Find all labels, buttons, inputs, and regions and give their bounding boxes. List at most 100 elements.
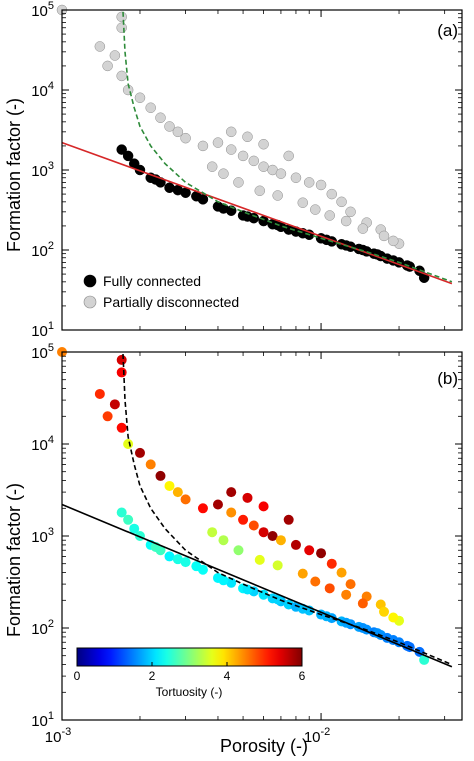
colorbar-tick-label-3: 6 — [299, 669, 306, 683]
data-point-1-31 — [225, 126, 237, 138]
y-tick-label-3: 104 — [31, 80, 54, 100]
legend-marker-partially-disconnected — [83, 295, 97, 309]
data-point-0-32 — [242, 492, 253, 503]
legend-marker-fully-connected — [83, 274, 97, 288]
data-point-0-4 — [109, 399, 120, 410]
data-point-1-2 — [116, 22, 127, 33]
panel-a-ylabel: Formation factor (-) — [4, 98, 24, 252]
data-point-1-45 — [378, 230, 390, 242]
data-point-1-3 — [94, 41, 106, 52]
data-point-0-18 — [248, 520, 259, 531]
data-point-0-2 — [116, 367, 127, 378]
data-point-1-26 — [336, 196, 347, 208]
data-point-1-16 — [225, 144, 237, 155]
data-point-0-45 — [379, 606, 390, 617]
data-point-1-38 — [254, 185, 266, 197]
data-point-1-35 — [206, 161, 218, 172]
y-tick-label-1: 102 — [31, 240, 54, 260]
data-point-0-43 — [341, 589, 352, 600]
data-point-1-8 — [134, 92, 146, 104]
data-point-0-25 — [326, 558, 337, 569]
data-point-0-44 — [357, 598, 368, 609]
data-point-1-1 — [116, 11, 127, 23]
y-tick-label-0: 101 — [31, 710, 54, 730]
data-point-0-34 — [283, 514, 294, 525]
data-point-0-43 — [172, 184, 184, 196]
data-point-1-24 — [315, 179, 327, 191]
y-tick-label-2: 103 — [31, 160, 54, 180]
data-point-1-21 — [275, 168, 287, 179]
data-point-0-14 — [197, 503, 208, 514]
data-point-1-12 — [172, 126, 184, 138]
data-point-0-10 — [155, 470, 166, 481]
panel-a-data — [56, 4, 453, 285]
data-point-1-43 — [340, 215, 352, 227]
data-point-0-36 — [218, 535, 229, 546]
data-point-0-20 — [267, 531, 278, 541]
panel-a-legend: Fully connected Partially disconnected — [83, 273, 239, 310]
data-point-0-39 — [272, 560, 283, 571]
data-point-1-34 — [283, 150, 294, 162]
data-point-1-5 — [102, 60, 113, 72]
data-point-1-41 — [310, 204, 321, 215]
data-point-0-31 — [226, 487, 237, 498]
data-point-0-7 — [123, 439, 134, 449]
colorbar-label: Tortuosity (-) — [156, 685, 223, 699]
data-point-0-23 — [304, 545, 315, 556]
panel-b-data — [57, 347, 453, 668]
data-point-0-80 — [242, 584, 253, 595]
data-point-0-54 — [180, 557, 191, 568]
data-point-0-81 — [272, 594, 283, 605]
data-point-1-22 — [290, 172, 302, 184]
data-point-0-40 — [297, 568, 308, 579]
legend-label-partially-disconnected: Partially disconnected — [103, 294, 239, 310]
colorbar-bar — [76, 647, 303, 667]
data-point-1-10 — [155, 112, 166, 123]
data-point-1-39 — [272, 190, 283, 201]
data-point-0-1 — [122, 150, 134, 162]
data-point-0-13 — [180, 494, 191, 505]
y-tick-label-4: 105 — [31, 0, 54, 20]
data-point-0-27 — [345, 579, 356, 590]
x-tick-label-0: 10-3 — [45, 726, 71, 746]
panel-b-label: (b) — [437, 369, 458, 388]
data-point-0-57 — [226, 577, 237, 588]
data-point-1-15 — [212, 137, 224, 148]
colorbar-tick-label-0: 0 — [74, 669, 81, 683]
data-point-1-19 — [258, 161, 269, 172]
panel-b-ylabel: Formation factor (-) — [4, 483, 24, 637]
panel-b-ticks: 101 102 103 104 105 10-3 10-2 — [31, 342, 462, 746]
data-point-1-27 — [345, 206, 356, 218]
data-point-0-6 — [116, 422, 127, 433]
data-point-1-9 — [145, 102, 156, 113]
data-point-0-42 — [324, 583, 335, 594]
legend-label-fully-connected: Fully connected — [103, 273, 201, 289]
data-point-0-1 — [116, 354, 127, 365]
data-point-0-47 — [116, 507, 127, 518]
data-point-0-5 — [102, 411, 113, 422]
x-tick-label-1: 10-2 — [304, 726, 330, 746]
data-point-0-91 — [191, 561, 202, 572]
data-point-0-33 — [242, 211, 253, 222]
data-point-0-9 — [145, 459, 156, 470]
data-point-0-41 — [310, 576, 321, 587]
panel-a: 101 102 103 104 105 (a) Formation factor (-)… — [4, 0, 463, 340]
data-point-0-79 — [218, 575, 229, 586]
data-point-0-19 — [258, 527, 269, 538]
data-point-1-18 — [248, 155, 260, 167]
data-point-0-3 — [94, 388, 105, 399]
series-line-3 — [122, 11, 453, 283]
data-point-0-8 — [134, 447, 145, 458]
data-point-0-12 — [172, 487, 183, 498]
data-point-1-46 — [388, 235, 399, 247]
data-point-1-11 — [164, 121, 175, 132]
y-tick-label-1: 102 — [31, 618, 54, 638]
data-point-1-42 — [324, 210, 335, 221]
series-line-2 — [61, 141, 453, 285]
colorbar-tick-label-1: 2 — [149, 669, 156, 683]
data-point-1-40 — [297, 197, 309, 208]
data-point-1-25 — [326, 188, 338, 200]
data-point-1-14 — [197, 140, 209, 152]
data-point-0-46 — [388, 612, 399, 623]
y-tick-label-4: 105 — [31, 342, 54, 362]
